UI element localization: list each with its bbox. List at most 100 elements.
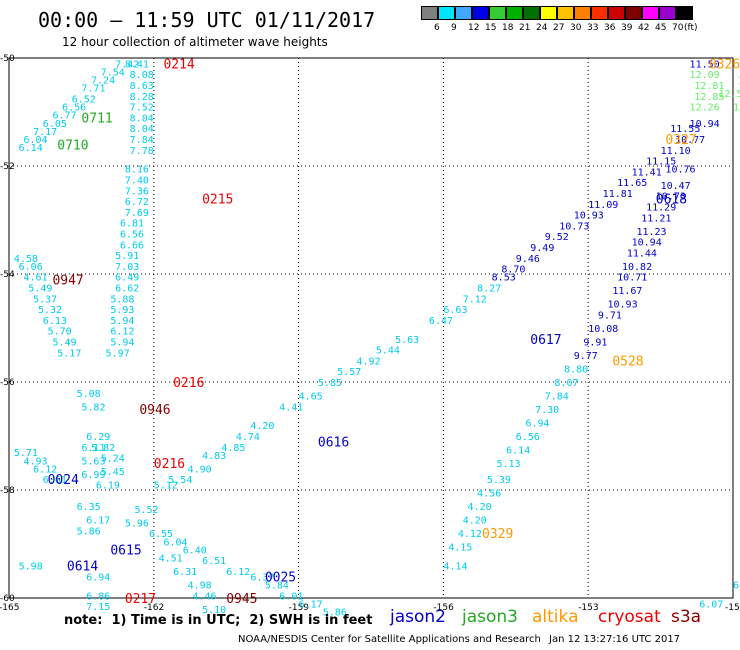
pass-time-label: 0326: [709, 57, 740, 72]
wave-height-value: 6.86: [86, 591, 110, 602]
color-scale-tick-label: 70: [672, 23, 684, 33]
wave-height-value: 10.73: [656, 192, 686, 203]
wave-height-value: 6.94: [86, 572, 110, 583]
wave-height-value: 8.04: [130, 113, 154, 124]
wave-height-value: 5.88: [110, 294, 134, 305]
wave-height-value: 5.45: [101, 467, 125, 478]
color-scale-tick-label: 45: [655, 23, 667, 33]
wave-height-value: 5.24: [101, 454, 125, 465]
wave-height-value: 11.09: [588, 200, 618, 211]
wave-height-value: 5.98: [19, 562, 43, 573]
color-swatch: [557, 6, 574, 20]
wave-height-value: 7.52: [130, 103, 154, 114]
pass-time-label: 0215: [202, 192, 233, 207]
wave-height-value: 8.80: [564, 365, 588, 376]
wave-height-value: 7.24: [91, 76, 115, 87]
wave-height-value: 6.13: [43, 316, 67, 327]
color-scale-tick-label: 30: [570, 23, 582, 33]
wave-height-value: 10.47: [661, 181, 691, 192]
lon-axis-label: -153: [578, 603, 598, 613]
wave-height-value: 5.70: [48, 327, 72, 338]
color-scale-tick-label: 39: [621, 23, 633, 33]
pass-time-label: 0615: [110, 543, 141, 558]
wave-height-value: 12.9: [738, 76, 740, 87]
wave-height-value: 5.13: [496, 459, 520, 470]
wave-height-value: 10.76: [665, 165, 695, 176]
wave-height-value: 5.63: [81, 456, 105, 467]
pass-time-label: 0945: [226, 592, 257, 607]
wave-height-value: 6.07: [699, 599, 723, 610]
wave-height-value: 5.54: [168, 475, 192, 486]
color-swatch: [676, 6, 693, 20]
wave-height-value: 4.61: [23, 273, 47, 284]
pass-time-label: 0217: [125, 592, 156, 607]
wave-height-value: 7.17: [33, 127, 57, 138]
color-scale-tick-label: 42: [638, 23, 650, 33]
pass-time-label: 0710: [57, 138, 88, 153]
color-scale-tick-label: 12: [468, 23, 480, 33]
color-swatch: [472, 6, 489, 20]
lat-axis-label: -52: [0, 162, 15, 172]
wave-height-value: 12.85: [694, 92, 724, 103]
color-swatch: [659, 6, 676, 20]
wave-height-value: 8.04: [130, 124, 154, 135]
lat-axis-label: -54: [0, 270, 15, 280]
wave-height-value: 6.66: [120, 240, 144, 251]
wave-height-value: 6.51: [202, 556, 226, 567]
footer-note: note: 1) Time is in UTC; 2) SWH is in fe…: [64, 613, 373, 628]
wave-height-value: 9.52: [545, 232, 569, 243]
wave-height-value: 13.89: [733, 103, 740, 114]
lon-axis-label: -162: [144, 603, 164, 613]
wave-height-value: 6.56: [516, 432, 540, 443]
pass-time-label: 0617: [530, 333, 561, 348]
wave-height-value: 6.49: [115, 273, 139, 284]
wave-height-value: 10.71: [617, 273, 647, 284]
wave-height-value: 5.82: [91, 443, 115, 454]
wave-height-value: 8.07: [554, 378, 578, 389]
wave-height-value: 6.47: [429, 316, 453, 327]
wave-height-value: 5.86: [77, 527, 101, 538]
wave-height-value: 6.05: [43, 119, 67, 130]
wave-height-value: 4.74: [236, 432, 260, 443]
wave-height-value: 6.29: [86, 432, 110, 443]
wave-height-value: 6.01: [279, 591, 303, 602]
wave-height-value: 6.37: [250, 572, 274, 583]
color-swatch: [608, 6, 625, 20]
color-scale-tick-label: 33: [587, 23, 599, 33]
wave-height-value: 5.57: [337, 367, 361, 378]
wave-height-value: 4.20: [250, 421, 274, 432]
wave-height-value: 12.81: [694, 81, 724, 92]
lat-axis-label: -58: [0, 486, 15, 496]
wave-height-value: 4.15: [448, 543, 472, 554]
wave-height-value: 6.12: [33, 464, 57, 475]
wave-height-value: 7.84: [130, 135, 154, 146]
wave-height-value: 4.85: [221, 443, 245, 454]
wave-height-value: 6.12: [110, 327, 134, 338]
wave-height-value: 7.40: [125, 176, 149, 187]
wave-height-value: 11.29: [646, 203, 676, 214]
wave-height-value: 8.08: [130, 70, 154, 81]
lon-axis-label: -159: [289, 603, 310, 613]
color-swatch: [523, 6, 540, 20]
legend-jason3: jason3: [462, 607, 518, 627]
wave-height-value: 4.90: [188, 464, 212, 475]
wave-height-value: 8.70: [501, 265, 525, 276]
legend-altika: altika: [532, 607, 579, 627]
wave-height-value: 11.55: [670, 124, 700, 135]
wave-height-value: 10.93: [608, 300, 638, 311]
pass-time-label: 0946: [139, 403, 170, 418]
wave-height-value: 4.98: [188, 581, 212, 592]
wave-height-value: 6.17: [86, 516, 110, 527]
wave-height-value: 6.35: [77, 502, 101, 513]
wave-height-value: 7.42: [115, 59, 139, 70]
wave-height-value: 10.73: [559, 221, 589, 232]
wave-height-value: 9.46: [516, 254, 540, 265]
credit-line: NOAA/NESDIS Center for Satellite Applica…: [238, 634, 541, 645]
wave-height-value: 5.49: [28, 284, 52, 295]
wave-height-value: 6.33: [733, 581, 740, 592]
wave-height-value: 4.83: [202, 451, 226, 462]
wave-height-value: 10.77: [675, 135, 705, 146]
wave-height-value: 12.51: [719, 89, 740, 100]
pass-time-label: 0528: [612, 354, 643, 369]
pass-time-label: 0214: [163, 57, 194, 72]
